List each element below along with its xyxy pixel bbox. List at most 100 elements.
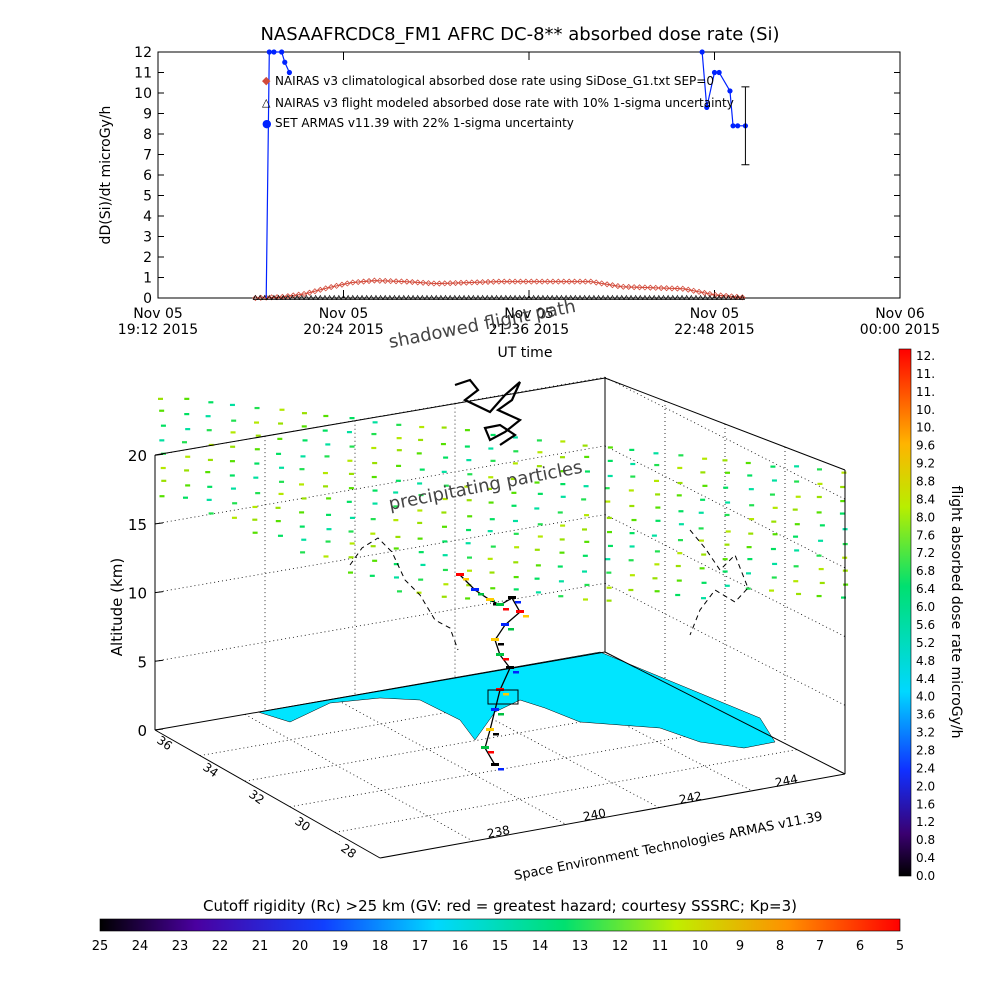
particle-marker (769, 493, 775, 496)
climatological-point (398, 278, 405, 285)
particle-marker (322, 471, 328, 475)
y-tick-label: 8 (143, 127, 152, 143)
particle-marker (582, 444, 588, 447)
dose-rate-colorbar-tick-label: 2.0 (916, 779, 935, 793)
particle-marker (700, 471, 706, 474)
climatological-point (333, 282, 340, 289)
particle-marker (442, 497, 448, 501)
particle-marker (419, 468, 425, 471)
climatological-point (468, 279, 475, 286)
climatological-point (652, 284, 659, 291)
flight-dose-marker (503, 658, 509, 661)
particle-marker (607, 446, 613, 449)
dose-rate-colorbar-tick-label: 3.2 (916, 726, 935, 740)
particle-marker (441, 426, 447, 429)
particle-marker (279, 480, 285, 483)
flight-modeled-point (558, 294, 565, 300)
particle-marker (535, 591, 541, 594)
particle-marker (722, 558, 728, 561)
particle-marker (770, 547, 776, 551)
flight-modeled-point (734, 294, 741, 300)
particle-marker (816, 495, 822, 499)
flight-modeled-point (317, 294, 324, 300)
particle-marker (582, 554, 588, 557)
dose-rate-colorbar-tick-label: 8.4 (916, 492, 935, 506)
cutoff-rigidity-colorbar-tick-label: 15 (492, 939, 509, 954)
particle-marker (817, 482, 823, 485)
flight-modeled-point (289, 294, 296, 300)
y-tick-label: 1 (143, 271, 152, 287)
climatological-point (317, 286, 324, 293)
particle-marker (182, 496, 188, 499)
flight-modeled-point (665, 294, 671, 300)
particle-marker (629, 532, 635, 535)
particle-marker (841, 471, 847, 474)
flight-modeled-point (581, 294, 588, 300)
flight-modeled-point (707, 294, 713, 300)
flight-modeled-point (623, 294, 630, 300)
flight-dose-marker (516, 610, 524, 613)
particle-marker (489, 518, 495, 521)
particle-marker (160, 424, 166, 427)
dose-rate-colorbar-tick-label: 0.4 (916, 851, 935, 865)
cutoff-rigidity-colorbar-gradient (99, 918, 901, 932)
particle-marker (654, 590, 660, 593)
flight-modeled-point (669, 294, 676, 300)
flight-modeled-point (400, 294, 407, 300)
flight-modeled-point (642, 294, 648, 300)
flight-dose-marker (498, 643, 504, 646)
particle-marker (512, 436, 518, 439)
climatological-point (382, 277, 389, 284)
particle-marker (839, 512, 845, 515)
armas-point (286, 69, 292, 76)
particle-marker (725, 530, 731, 533)
climatological-point (479, 279, 486, 286)
y-tick-label: 9 (143, 107, 152, 123)
particle-marker (440, 442, 446, 446)
particle-marker (275, 506, 281, 509)
particle-marker (254, 448, 260, 451)
particle-marker (512, 462, 518, 465)
particle-marker (299, 468, 305, 471)
legend-marker-flight-modeled: △ (262, 96, 271, 109)
flight-modeled-point (535, 294, 542, 300)
particle-marker (465, 542, 471, 545)
flight-modeled-point (280, 294, 287, 300)
armas-point (282, 59, 288, 65)
flight-modeled-point (526, 294, 532, 300)
climatological-point (328, 284, 335, 291)
particle-marker (677, 552, 683, 555)
particle-marker (607, 530, 613, 534)
particle-marker (582, 598, 588, 601)
legend-marker-armas: ● (262, 117, 272, 130)
particle-marker (348, 487, 354, 490)
particle-marker (349, 542, 355, 545)
particle-marker (628, 559, 634, 562)
particle-marker (582, 570, 588, 573)
particle-marker (537, 451, 543, 454)
altitude-gridline (604, 514, 846, 637)
dose-rate-colorbar-tick-label: 1.2 (916, 815, 935, 829)
cutoff-rigidity-colorbar-tick-label: 25 (92, 939, 109, 954)
particle-marker (749, 504, 755, 507)
climatological-point (452, 279, 459, 287)
climatological-point (474, 279, 481, 286)
climatological-point (636, 284, 643, 291)
particle-marker (442, 540, 448, 543)
flight-modeled-point (591, 294, 597, 300)
particle-marker (584, 455, 590, 459)
particle-marker (323, 414, 329, 418)
climatological-point (425, 280, 432, 287)
particle-marker (207, 458, 213, 462)
cutoff-rigidity-colorbar: Cutoff rigidity (Rc) >25 km (GV: red = g… (92, 897, 904, 954)
climatological-point (690, 287, 697, 294)
timeseries-series (252, 49, 750, 302)
particle-marker (606, 516, 612, 520)
particle-marker (513, 588, 519, 591)
particle-marker (723, 486, 729, 489)
particle-marker (159, 409, 165, 412)
particle-marker (324, 455, 330, 458)
particle-marker (794, 480, 800, 483)
